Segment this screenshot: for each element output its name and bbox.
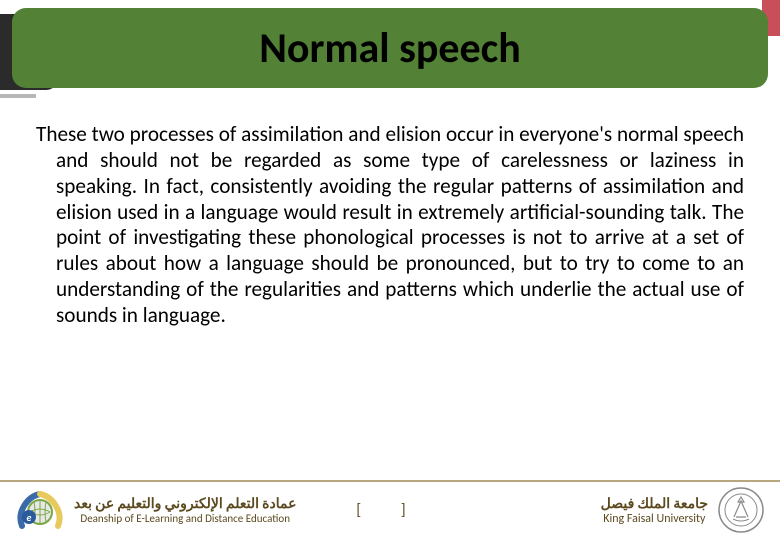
svg-text:e: e	[27, 511, 32, 524]
header-gray-stub	[0, 94, 36, 98]
footer-divider	[0, 480, 780, 482]
deanship-arabic: عمادة التعلم الإلكتروني والتعليم عن بعد	[74, 495, 296, 512]
footer-left-block: e عمادة التعلم الإلكتروني والتعليم عن بع…	[0, 486, 346, 534]
elearning-logo-icon: e	[16, 486, 64, 534]
deanship-english: Deanship of E-Learning and Distance Educ…	[80, 512, 290, 525]
slide-footer: e عمادة التعلم الإلكتروني والتعليم عن بع…	[0, 480, 780, 540]
footer-right-text: جامعة الملك فيصل King Faisal University	[601, 495, 708, 526]
slide-header: Normal speech	[0, 0, 780, 100]
footer-left-text: عمادة التعلم الإلكتروني والتعليم عن بعد …	[74, 495, 296, 525]
university-english: King Faisal University	[603, 512, 705, 526]
footer-page-brackets: [ ]	[346, 501, 433, 520]
slide-body-text: These two processes of assimilation and …	[20, 100, 780, 329]
header-rounded-bar: Normal speech	[12, 8, 768, 88]
university-seal-icon	[718, 487, 764, 533]
slide-title: Normal speech	[12, 8, 768, 88]
footer-right-block: جامعة الملك فيصل King Faisal University	[434, 487, 780, 533]
university-arabic: جامعة الملك فيصل	[601, 495, 708, 512]
